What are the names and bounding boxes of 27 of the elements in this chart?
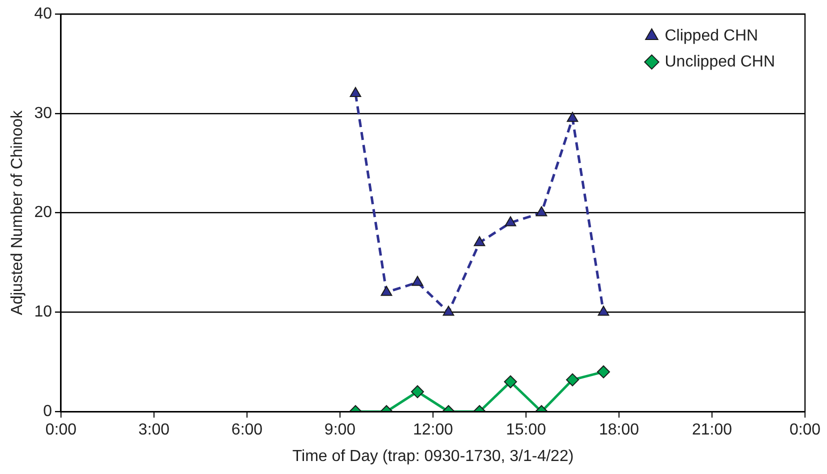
point: [504, 216, 516, 226]
point: [380, 286, 392, 296]
y-tick-label: 30: [34, 104, 52, 122]
x-tick-label: 0:00: [789, 422, 821, 439]
point: [566, 112, 578, 122]
y-tick-label: 0: [43, 403, 52, 420]
y-tick-label: 20: [34, 204, 52, 222]
x-tick-label: 6:00: [231, 422, 263, 439]
x-tick-label: 18:00: [598, 422, 640, 439]
x-tick-label: 3:00: [138, 422, 170, 439]
point: [412, 276, 424, 286]
y-axis-title: Adjusted Number of Chinook: [9, 110, 26, 316]
point: [598, 306, 610, 316]
x-tick-label: 0:00: [45, 422, 77, 439]
point: [442, 306, 454, 316]
point: [474, 236, 486, 246]
point: [536, 206, 548, 216]
legend-label: Clipped CHN: [664, 27, 758, 44]
y-tick-label: 40: [34, 5, 52, 22]
y-tick-label: 10: [34, 304, 52, 321]
x-tick-label: 12:00: [412, 422, 454, 439]
x-tick-label: 9:00: [324, 422, 356, 439]
x-axis-title: Time of Day (trap: 0930-1730, 3/1-4/22): [292, 448, 574, 465]
x-tick-label: 15:00: [506, 422, 546, 439]
point: [350, 87, 362, 98]
legend-label: Unclipped CHN: [664, 53, 775, 70]
x-tick-label: 21:00: [692, 422, 732, 439]
